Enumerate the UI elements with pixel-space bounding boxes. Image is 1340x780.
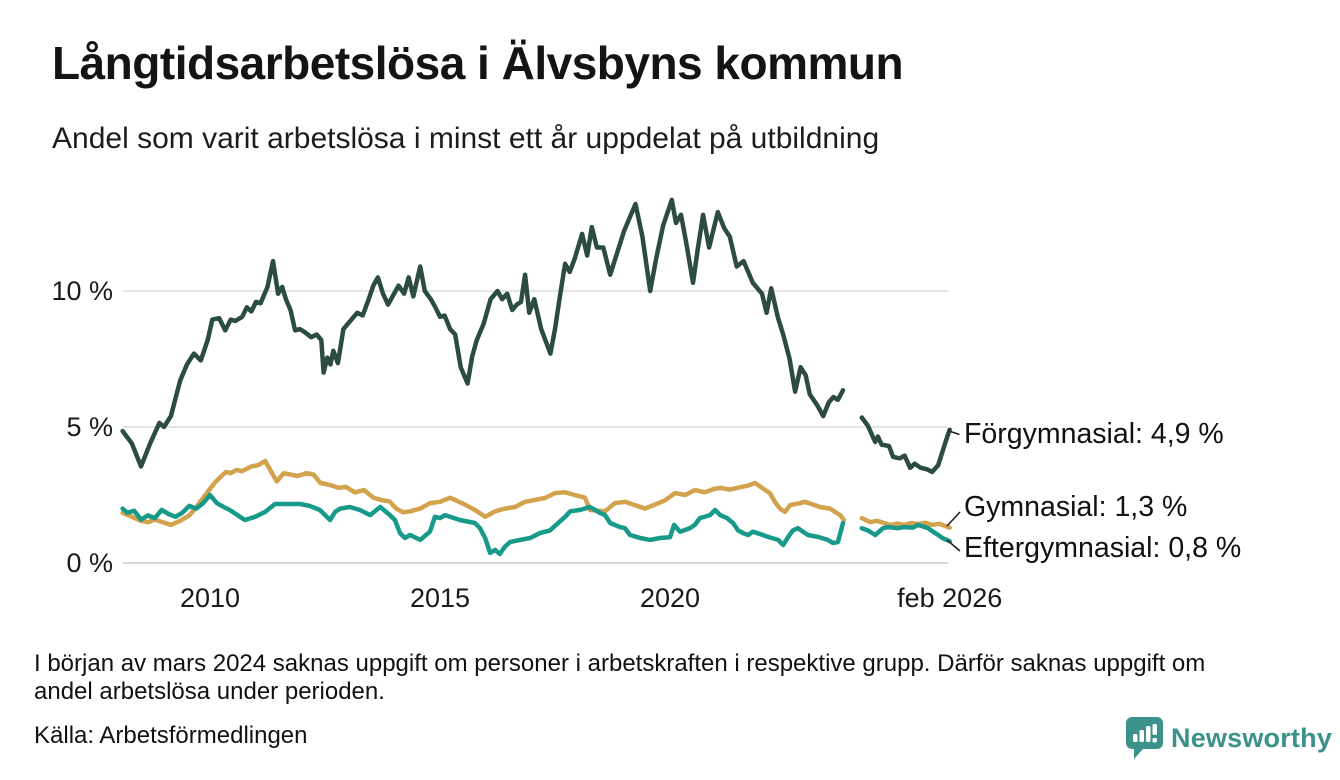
page-subtitle: Andel som varit arbetslösa i minst ett å… [52, 122, 880, 155]
label-connector-eftergymnasial [946, 539, 961, 552]
newsworthy-logo: Newsworthy [1126, 717, 1332, 759]
footnote-line-1: I början av mars 2024 saknas uppgift om … [34, 650, 1206, 677]
label-connector-forgymnasial [948, 430, 960, 436]
x-axis-tick-label: 2010 [180, 583, 240, 613]
footnote: I början av mars 2024 saknas uppgift om … [34, 650, 1205, 706]
y-axis-tick-label: 0 % [66, 548, 113, 578]
series-line-eftergymnasial-after-gap [859, 522, 952, 544]
y-axis-tick-label: 10 % [51, 276, 113, 306]
newsworthy-logo-icon [1126, 717, 1163, 759]
series-label-eftergymnasial: Eftergymnasial: 0,8 % [964, 532, 1241, 564]
series-line-eftergymnasial [120, 492, 846, 557]
x-axis-tick-label: 2020 [640, 583, 700, 613]
y-axis-tick-label: 5 % [66, 412, 113, 442]
series-line-gymnasial-after-gap [859, 515, 952, 530]
x-axis-tick-label: feb 2026 [897, 583, 1002, 613]
series-label-forgymnasial: Förgymnasial: 4,9 % [964, 418, 1224, 450]
series-line-forgymnasial [120, 197, 846, 469]
x-axis-tick-label: 2015 [410, 583, 470, 613]
label-connector-gymnasial [946, 511, 961, 527]
footnote-line-2: andel arbetslösa under perioden. [34, 678, 385, 705]
series-line-gymnasial [120, 458, 847, 528]
newsworthy-logo-text: Newsworthy [1171, 722, 1333, 753]
series-line-forgymnasial-after-gap [859, 415, 952, 475]
source-note: Källa: Arbetsförmedlingen [34, 722, 308, 749]
series-label-gymnasial: Gymnasial: 1,3 % [964, 491, 1187, 523]
page-title: Långtidsarbetslösa i Älvsbyns kommun [52, 37, 904, 89]
line-chart: 0 % 5 % 10 % 2010 2015 2020 feb 2026 Förgymnasi… [51, 197, 1241, 613]
